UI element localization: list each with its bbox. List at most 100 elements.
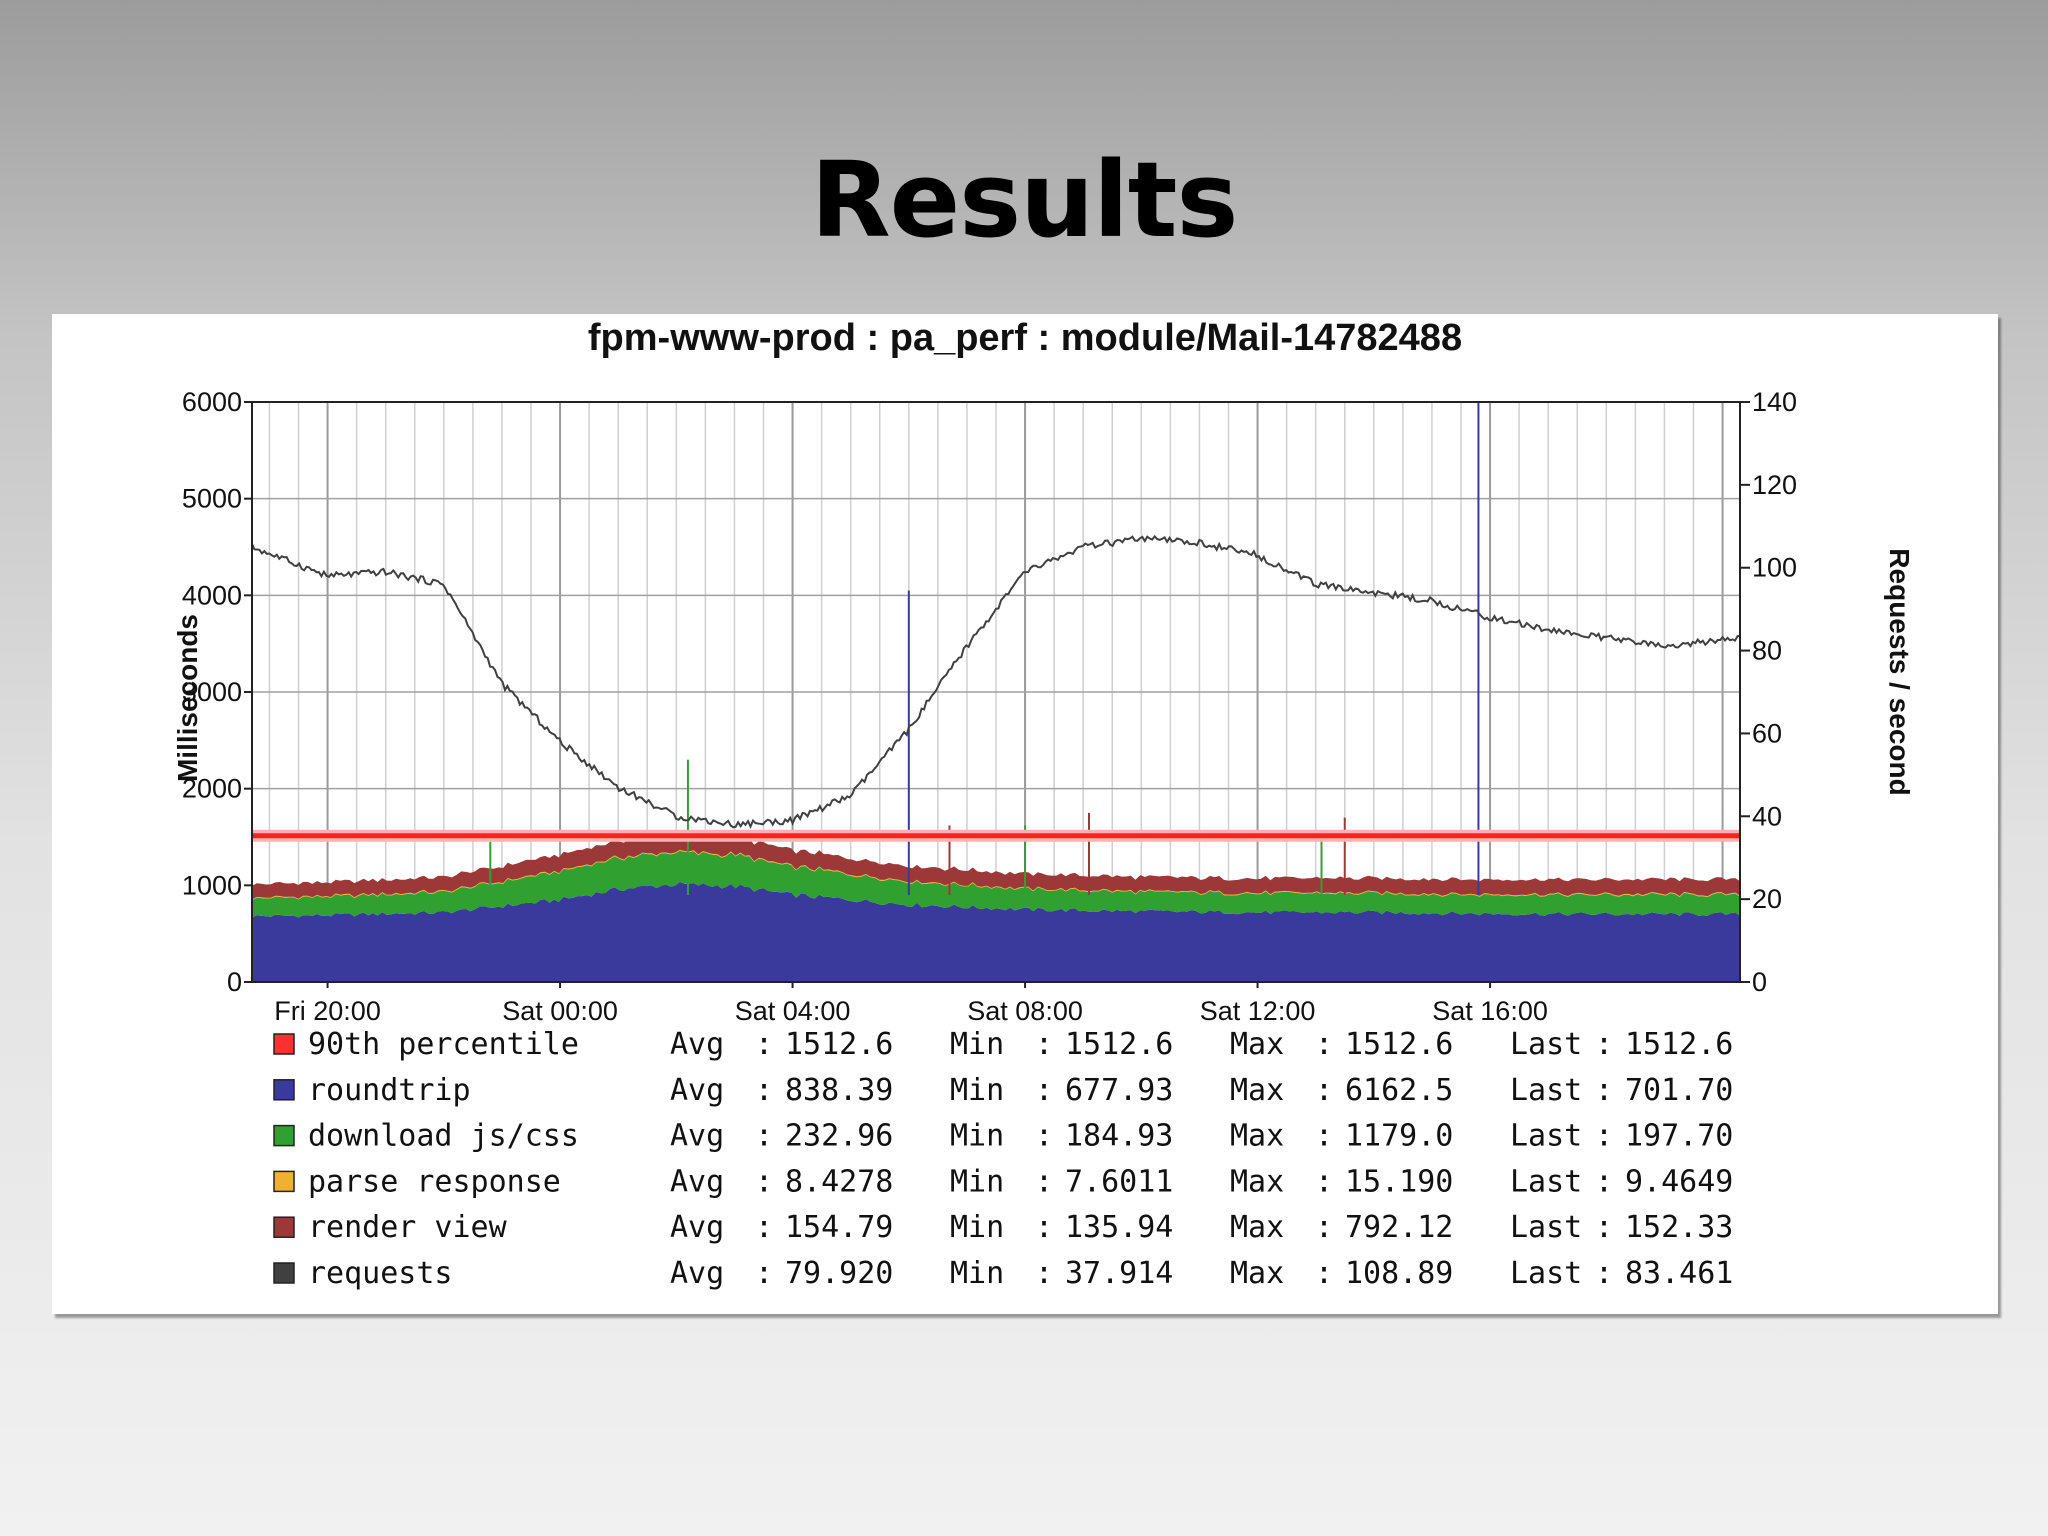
legend-last-label: Last [1510,1119,1582,1154]
chart-svg: fpm-www-prod : pa_perf : module/Mail-147… [172,317,1915,1291]
x-tick-label: Sat 12:00 [1200,996,1316,1026]
x-tick-label: Sat 00:00 [502,996,618,1026]
area-download-js-css [252,850,1740,918]
legend-swatch [273,1262,295,1284]
legend-last-label: Last [1510,1073,1582,1108]
area-render-view [252,833,1740,900]
legend-name: parse response [308,1164,561,1199]
legend-separator: : [1315,1027,1333,1062]
legend-swatch [273,1216,295,1238]
x-tick-label: Sat 08:00 [967,996,1083,1026]
legend-min-value: 7.6011 [1065,1164,1173,1199]
x-tick-label: Sat 16:00 [1432,996,1548,1026]
legend-separator: : [1035,1073,1053,1108]
legend-avg-value: 838.39 [785,1073,893,1108]
legend-max-label: Max [1230,1164,1284,1199]
legend-separator: : [1035,1210,1053,1245]
legend-row: 90th percentile Avg:1512.6 Min:1512.6 Max:1… [273,1027,1733,1062]
legend-last-label: Last [1510,1027,1582,1062]
legend-avg-label: Avg [670,1210,724,1245]
legend-max-label: Max [1230,1256,1284,1291]
legend-last-label: Last [1510,1164,1582,1199]
legend-separator: : [1595,1027,1613,1062]
legend-separator: : [755,1027,773,1062]
legend-row: parse response Avg:8.4278 Min:7.6011 Max:15… [273,1164,1733,1199]
legend-separator: : [755,1073,773,1108]
legend-max-label: Max [1230,1119,1284,1154]
y-axis-label: Milliseconds [172,614,203,782]
legend-min-value: 37.914 [1065,1256,1173,1291]
y-tick-label: 4000 [182,580,242,610]
legend-last-value: 1512.6 [1625,1027,1733,1062]
legend-separator: : [755,1256,773,1291]
legend-row: download js/css Avg:232.96 Min:184.93 Max:1… [273,1119,1733,1154]
legend-avg-value: 154.79 [785,1210,893,1245]
legend-min-label: Min [950,1073,1004,1108]
legend-separator: : [755,1119,773,1154]
legend-max-label: Max [1230,1210,1284,1245]
y2-tick-label: 120 [1752,470,1797,500]
legend-separator: : [1315,1119,1333,1154]
y-tick-label: 2000 [182,774,242,804]
y-tick-label: 3000 [182,677,242,707]
legend-name: render view [308,1210,508,1245]
legend-min-label: Min [950,1256,1004,1291]
legend-name: 90th percentile [308,1027,579,1062]
legend-swatch [273,1170,295,1193]
requests-line [251,534,1741,829]
legend-last-value: 9.4649 [1625,1164,1733,1199]
y-tick-label: 1000 [182,870,242,900]
legend-max-value: 1179.0 [1345,1119,1453,1154]
slide-title: Results [810,139,1239,261]
legend-max-value: 1512.6 [1345,1027,1453,1062]
legend-min-label: Min [950,1027,1004,1062]
y2-tick-label: 140 [1752,387,1797,417]
y2-axis-label: Requests / second [1884,548,1915,795]
legend-max-value: 15.190 [1345,1164,1453,1199]
y-tick-label: 5000 [182,484,242,514]
legend-max-value: 792.12 [1345,1210,1453,1245]
legend-separator: : [1035,1027,1053,1062]
legend: 90th percentile Avg:1512.6 Min:1512.6 Max:1… [273,1027,1733,1291]
legend-name: roundtrip [308,1073,471,1108]
legend-swatch [273,1124,295,1147]
legend-last-label: Last [1510,1210,1582,1245]
legend-separator: : [1595,1164,1613,1199]
legend-separator: : [1035,1164,1053,1199]
y2-tick-label: 40 [1752,801,1782,831]
legend-avg-value: 1512.6 [785,1027,893,1062]
right-axis: 0 20 40 60 80 100 120 140 [1740,387,1797,997]
legend-avg-label: Avg [670,1256,724,1291]
legend-row: requests Avg:79.920 Min:37.914 Max:108.89 La… [273,1256,1733,1291]
legend-min-label: Min [950,1119,1004,1154]
requests-line-group [251,534,1741,829]
chart-title: fpm-www-prod : pa_perf : module/Mail-147… [588,317,1462,359]
legend-separator: : [1595,1256,1613,1291]
y-tick-label: 6000 [182,387,242,417]
legend-name: requests [308,1256,453,1291]
y-tick-label: 0 [227,967,242,997]
legend-separator: : [1315,1073,1333,1108]
legend-min-value: 1512.6 [1065,1027,1173,1062]
legend-separator: : [1035,1256,1053,1291]
legend-separator: : [1315,1210,1333,1245]
x-tick-label: Fri 20:00 [274,996,381,1026]
y2-tick-label: 60 [1752,718,1782,748]
legend-separator: : [1595,1210,1613,1245]
legend-name: download js/css [308,1119,579,1154]
legend-last-value: 152.33 [1625,1210,1733,1245]
legend-min-value: 184.93 [1065,1119,1173,1154]
legend-swatch [273,1033,295,1055]
legend-max-label: Max [1230,1027,1284,1062]
legend-last-value: 83.461 [1625,1256,1733,1291]
y2-tick-label: 0 [1752,967,1767,997]
spike-lines [489,402,1480,895]
legend-separator: : [1595,1073,1613,1108]
legend-max-value: 6162.5 [1345,1073,1453,1108]
x-tick-label: Sat 04:00 [735,996,851,1026]
area-parse-response [252,849,1740,901]
y2-tick-label: 20 [1752,884,1782,914]
legend-last-label: Last [1510,1256,1582,1291]
legend-swatch [273,1079,295,1101]
legend-separator: : [1315,1164,1333,1199]
